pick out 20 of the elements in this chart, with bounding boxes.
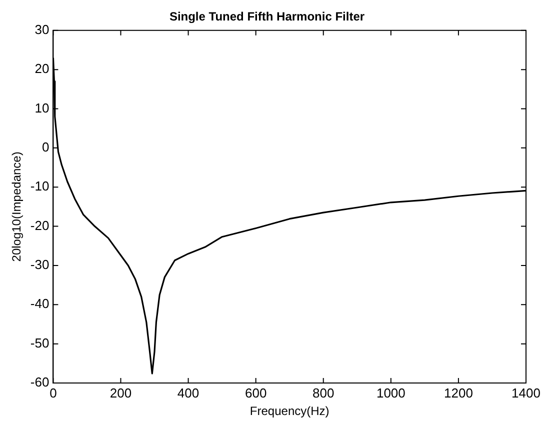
y-tick-label: 20 (34, 61, 50, 76)
x-tick-label: 1200 (444, 385, 473, 400)
x-tick-label: 400 (177, 385, 200, 400)
y-tick-label: 10 (34, 100, 50, 116)
x-tick-label: 1400 (512, 385, 540, 400)
y-tick-label: 0 (42, 140, 50, 155)
y-axis-title: 20log10(Impedance) (10, 152, 24, 262)
x-tick-label: 600 (244, 385, 267, 400)
y-tick-label: -30 (30, 257, 50, 272)
x-axis-title: Frequency(Hz) (250, 404, 330, 418)
y-tick-label: 30 (34, 22, 50, 37)
y-tick-label: -50 (30, 335, 50, 350)
chart-title: Single Tuned Fifth Harmonic Filter (169, 10, 365, 24)
y-tick-label: -40 (30, 296, 50, 312)
y-tick-label: -10 (30, 178, 50, 194)
x-tick-label: 800 (312, 385, 334, 400)
y-tick-label: -60 (30, 374, 50, 390)
x-tick-label: 200 (110, 385, 132, 400)
y-tick-label: -20 (30, 218, 50, 233)
x-tick-label: 1000 (376, 385, 406, 400)
